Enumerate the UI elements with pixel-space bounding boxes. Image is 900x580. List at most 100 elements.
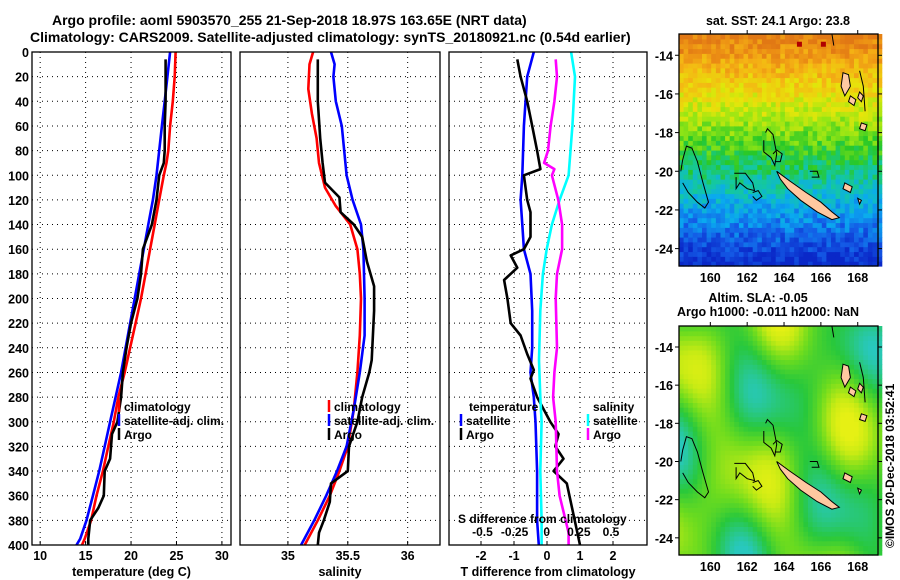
heatmap-cell bbox=[683, 77, 689, 83]
heatmap-cell bbox=[808, 459, 814, 465]
heatmap-cell bbox=[683, 349, 689, 356]
heatmap-cell bbox=[817, 521, 823, 527]
heatmap-cell bbox=[784, 217, 791, 224]
heatmap-cell bbox=[867, 241, 874, 248]
heatmap-cell bbox=[692, 246, 698, 253]
heatmap-cell bbox=[877, 58, 883, 64]
heatmap-cell bbox=[840, 392, 846, 399]
heatmap-cell bbox=[679, 340, 685, 346]
heatmap-cell bbox=[831, 349, 837, 356]
heatmap-cell bbox=[771, 241, 777, 248]
heatmap-cell bbox=[863, 368, 869, 375]
heatmap-cell bbox=[738, 101, 745, 108]
heatmap-cell bbox=[752, 512, 758, 518]
heatmap-cell bbox=[784, 154, 791, 161]
heatmap-cell bbox=[683, 125, 689, 132]
heatmap-cell bbox=[729, 106, 735, 112]
heatmap-cell bbox=[872, 256, 878, 262]
heatmap-cell bbox=[748, 454, 754, 461]
heatmap-cell bbox=[743, 349, 749, 356]
heatmap-cell bbox=[840, 493, 846, 499]
heatmap-cell bbox=[706, 535, 712, 542]
heatmap-cell bbox=[729, 241, 735, 248]
heatmap-cell bbox=[826, 426, 832, 432]
heatmap-cell bbox=[840, 251, 846, 257]
heatmap-cell bbox=[798, 256, 804, 262]
heatmap-cell bbox=[844, 256, 850, 262]
heatmap-cell bbox=[743, 469, 749, 475]
heatmap-cell bbox=[789, 431, 795, 437]
heatmap-cell bbox=[692, 217, 698, 224]
heatmap-cell bbox=[849, 67, 855, 74]
heatmap-cell bbox=[775, 450, 781, 456]
heatmap-cell bbox=[752, 96, 758, 103]
heatmap-cell bbox=[738, 473, 745, 480]
heatmap-cell bbox=[683, 159, 689, 166]
heatmap-cell bbox=[835, 526, 841, 532]
heatmap-cell bbox=[877, 101, 883, 108]
heatmap-cell bbox=[808, 388, 814, 394]
heatmap-cell bbox=[803, 445, 809, 451]
heatmap-cell bbox=[766, 140, 772, 146]
heatmap-cell bbox=[729, 150, 735, 156]
heatmap-cell bbox=[697, 359, 703, 365]
heatmap-cell bbox=[729, 140, 735, 146]
heatmap-cell bbox=[711, 407, 717, 413]
heatmap-cell bbox=[849, 38, 855, 45]
heatmap-cell bbox=[840, 326, 846, 332]
heatmap-cell bbox=[757, 43, 763, 50]
heatmap-cell bbox=[729, 237, 735, 243]
heatmap-cell bbox=[872, 38, 878, 45]
heatmap-cell bbox=[771, 53, 777, 59]
heatmap-cell bbox=[867, 493, 874, 499]
heatmap-cell bbox=[794, 92, 800, 98]
heatmap-cell bbox=[840, 483, 846, 489]
heatmap-cell bbox=[780, 497, 786, 504]
heatmap-cell bbox=[789, 159, 795, 166]
heatmap-cell bbox=[752, 488, 758, 494]
heatmap-cell bbox=[844, 125, 850, 132]
heatmap-cell bbox=[798, 222, 804, 228]
heatmap-cell bbox=[877, 445, 883, 451]
heatmap-cell bbox=[858, 421, 864, 427]
heatmap-cell bbox=[803, 116, 809, 122]
heatmap-cell bbox=[844, 169, 850, 175]
x-tick-label: -1 bbox=[508, 549, 519, 563]
heatmap-cell bbox=[854, 116, 860, 122]
heatmap-cell bbox=[798, 507, 804, 513]
heatmap-cell bbox=[775, 373, 781, 380]
heatmap-cell bbox=[803, 435, 809, 442]
heatmap-cell bbox=[692, 392, 698, 399]
heatmap-cell bbox=[729, 246, 735, 253]
heatmap-cell bbox=[761, 326, 768, 332]
heatmap-cell bbox=[766, 454, 772, 461]
heatmap-cell bbox=[835, 174, 841, 180]
heatmap-cell bbox=[798, 459, 804, 465]
heatmap-cell bbox=[743, 426, 749, 432]
heatmap-cell bbox=[702, 188, 708, 195]
heatmap-cell bbox=[725, 435, 731, 442]
heatmap-cell bbox=[872, 72, 878, 79]
heatmap-cell bbox=[789, 340, 795, 346]
heatmap-cell bbox=[706, 222, 712, 228]
heatmap-cell bbox=[803, 364, 809, 370]
heatmap-cell bbox=[817, 426, 823, 432]
heatmap-cell bbox=[831, 106, 837, 112]
heatmap-cell bbox=[706, 388, 712, 394]
heatmap-cell bbox=[702, 512, 708, 518]
heatmap-cell bbox=[748, 450, 754, 456]
heatmap-cell bbox=[725, 43, 731, 50]
heatmap-cell bbox=[817, 502, 823, 508]
heatmap-cell bbox=[692, 478, 698, 485]
heatmap-cell bbox=[757, 63, 763, 69]
heatmap-cell bbox=[808, 217, 814, 224]
heatmap-cell bbox=[729, 411, 735, 418]
heatmap-cell bbox=[844, 450, 850, 456]
heatmap-cell bbox=[784, 326, 791, 332]
heatmap-cell bbox=[789, 388, 795, 394]
heatmap-cell bbox=[840, 212, 846, 219]
heatmap-cell bbox=[780, 82, 786, 88]
heatmap-cell bbox=[803, 507, 809, 513]
heatmap-cell bbox=[683, 373, 689, 380]
heatmap-cell bbox=[688, 397, 694, 403]
